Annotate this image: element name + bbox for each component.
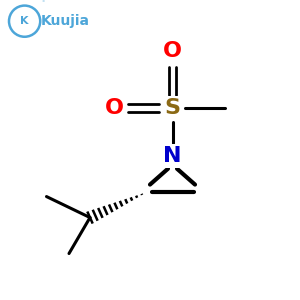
- Text: °: °: [42, 1, 45, 6]
- Text: N: N: [163, 146, 182, 166]
- Text: K: K: [20, 16, 29, 26]
- Text: Kuujia: Kuujia: [41, 14, 90, 28]
- Text: S: S: [164, 98, 181, 118]
- Text: O: O: [104, 98, 124, 118]
- Text: O: O: [163, 41, 182, 61]
